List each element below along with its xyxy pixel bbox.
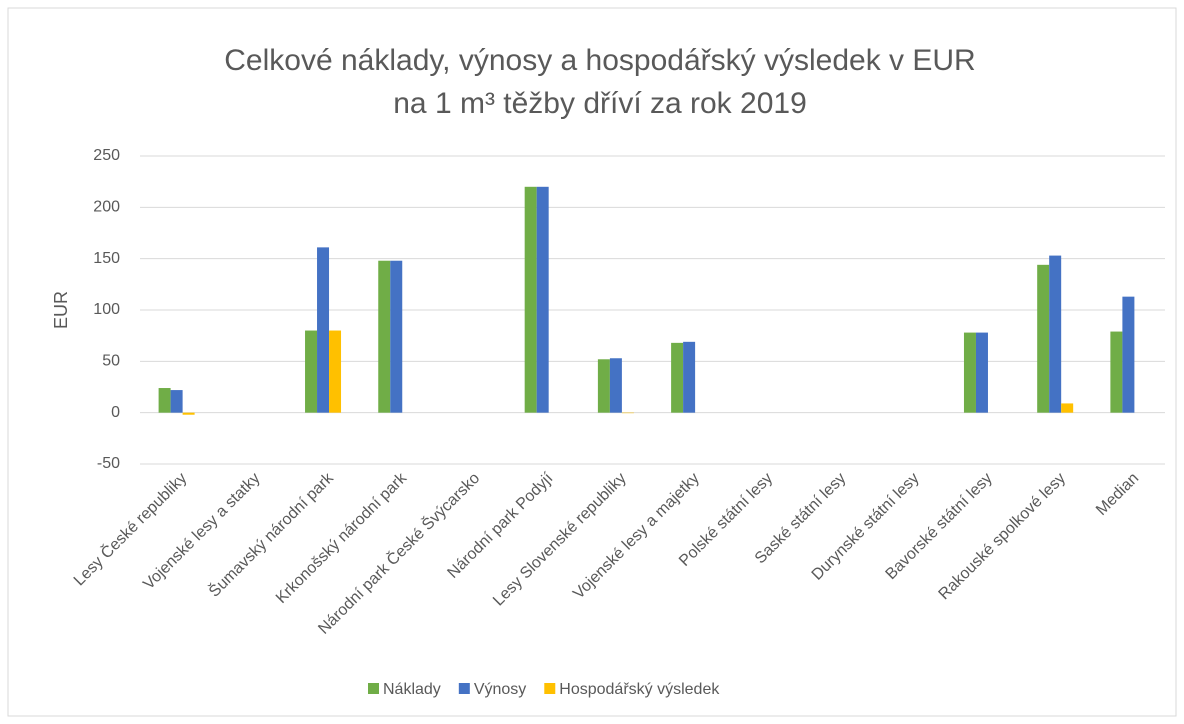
bar xyxy=(683,341,696,413)
bar xyxy=(317,247,330,413)
bar xyxy=(305,330,318,413)
legend-label: Náklady xyxy=(383,681,441,698)
y-tick-label: 100 xyxy=(93,301,120,318)
legend-swatch xyxy=(544,683,556,694)
bar xyxy=(963,332,976,413)
bar xyxy=(1110,331,1123,413)
bar xyxy=(597,359,610,413)
y-tick-label: 0 xyxy=(111,404,120,421)
legend-label: Hospodářský výsledek xyxy=(559,681,720,698)
y-tick-label: 200 xyxy=(93,199,120,216)
chart-title: Celkové náklady, výnosy a hospodářský vý… xyxy=(224,44,975,77)
bar xyxy=(1037,264,1050,413)
legend-label: Výnosy xyxy=(474,681,526,698)
bar xyxy=(1122,296,1135,413)
bar xyxy=(182,412,195,415)
legend-swatch xyxy=(458,683,470,694)
legend-swatch xyxy=(368,683,379,694)
y-tick-label: 50 xyxy=(102,353,120,370)
bar xyxy=(378,260,391,413)
chart-title: na 1 m³ těžby dříví za rok 2019 xyxy=(393,87,807,120)
bar xyxy=(671,342,684,413)
bar xyxy=(329,330,342,413)
bar xyxy=(170,390,183,413)
bar xyxy=(536,186,549,413)
bar xyxy=(621,412,634,414)
bar xyxy=(1049,255,1062,413)
bar xyxy=(975,332,988,413)
y-axis-label: EUR xyxy=(51,291,71,329)
bar xyxy=(1061,403,1074,413)
y-tick-label: 250 xyxy=(93,147,120,164)
bar xyxy=(158,388,171,413)
y-tick-label: 150 xyxy=(93,250,120,267)
bar xyxy=(390,260,403,413)
bar xyxy=(524,186,537,413)
bar xyxy=(609,358,622,413)
y-tick-label: -50 xyxy=(97,455,120,472)
